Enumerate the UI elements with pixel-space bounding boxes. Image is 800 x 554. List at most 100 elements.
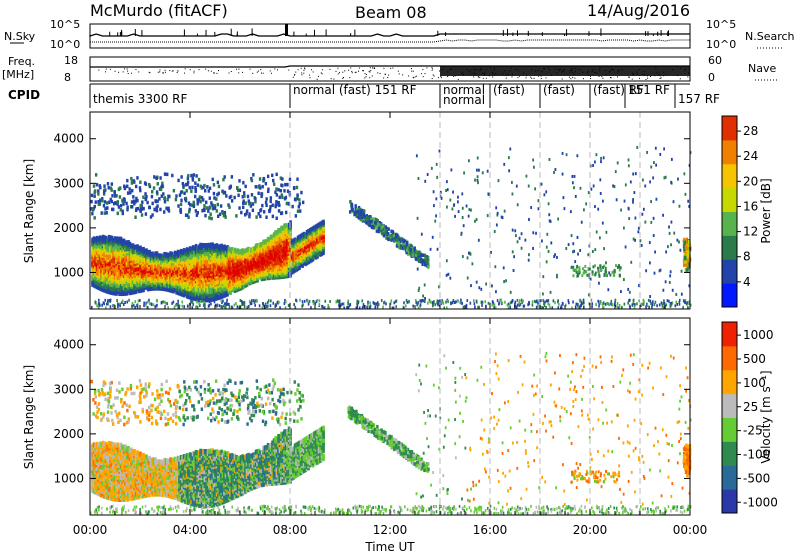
echo-cell	[372, 217, 376, 221]
echo-cell	[573, 174, 576, 178]
echo-cell	[223, 264, 226, 270]
echo-cell	[405, 248, 409, 253]
echo-cell	[199, 278, 202, 285]
nave-dot	[659, 77, 661, 79]
nsearch-bottom-tick: 10^0	[706, 38, 736, 51]
echo-cell	[182, 254, 186, 260]
echo-cell	[271, 173, 274, 178]
echo-cell	[667, 245, 669, 249]
nave-dot	[530, 76, 532, 78]
echo-cell	[278, 274, 282, 280]
echo-cell	[162, 192, 165, 196]
echo-cell	[116, 282, 120, 288]
echo-cell	[118, 250, 121, 256]
echo-cell	[384, 232, 387, 236]
nave-dot	[213, 72, 215, 74]
echo-cell	[663, 147, 666, 151]
nave-dot	[337, 73, 339, 75]
echo-cell	[446, 205, 448, 209]
echo-cell	[103, 255, 106, 261]
echo-cell	[264, 302, 267, 306]
echo-cell	[384, 227, 388, 231]
echo-cell	[633, 191, 636, 195]
echo-cell	[109, 245, 112, 251]
echo-cell	[119, 282, 123, 289]
nave-dot	[149, 72, 151, 74]
echo-cell	[256, 261, 259, 267]
echo-cell	[169, 251, 172, 257]
echo-cell	[98, 277, 102, 283]
echo-cell	[187, 304, 189, 308]
echo-cell	[246, 194, 250, 199]
nsky-line	[89, 33, 690, 37]
echo-cell	[494, 265, 497, 269]
nave-dot	[679, 78, 681, 80]
echo-cell	[545, 190, 548, 194]
echo-cell	[229, 184, 233, 189]
nave-dot	[373, 67, 375, 69]
echo-cell	[94, 261, 97, 267]
echo-cell	[115, 236, 118, 242]
echo-cell	[511, 300, 513, 304]
echo-cell	[191, 176, 194, 181]
nave-dot	[256, 71, 258, 73]
echo-cell	[212, 292, 216, 298]
echo-cell	[585, 270, 588, 274]
echo-cell	[465, 306, 468, 310]
echo-cell	[119, 270, 123, 276]
echo-cell	[595, 230, 598, 234]
echo-cell	[128, 241, 132, 248]
echo-cell	[298, 202, 301, 206]
echo-cell	[236, 258, 240, 264]
echo-cell	[233, 247, 237, 253]
freq-unit-label: [MHz]	[2, 68, 34, 81]
echo-cell	[445, 300, 447, 304]
echo-cell	[134, 284, 138, 290]
echo-cell	[511, 180, 513, 184]
echo-cell	[281, 225, 285, 231]
echo-cell	[471, 262, 474, 266]
echo-cell	[296, 193, 299, 197]
echo-cell	[137, 245, 141, 252]
echo-cell	[465, 204, 468, 208]
nave-dot	[236, 68, 238, 70]
nave-dot	[228, 72, 230, 74]
echo-cell	[299, 298, 301, 302]
echo-cell	[187, 281, 190, 288]
echo-cell	[236, 248, 240, 254]
nave-dot	[457, 78, 459, 80]
echo-cell	[119, 236, 123, 242]
echo-cell	[152, 253, 156, 259]
echo-cell	[265, 197, 268, 201]
echo-cell	[545, 245, 548, 249]
echo-cell	[95, 182, 99, 187]
echo-cell	[478, 168, 480, 172]
echo-cell	[112, 256, 115, 262]
echo-cell	[275, 187, 278, 191]
nave-dot	[398, 73, 400, 75]
echo-cell	[570, 265, 573, 269]
echo-cell	[172, 188, 176, 193]
echo-cell	[438, 149, 441, 153]
echo-cell	[611, 270, 614, 274]
nave-dot	[309, 77, 311, 79]
echo-cell	[376, 301, 379, 305]
nave-dot	[432, 74, 434, 76]
echo-cell	[316, 229, 319, 235]
echo-cell	[601, 199, 604, 203]
echo-cell	[179, 210, 183, 214]
freq-label: Freq.	[8, 55, 35, 68]
echo-cell	[286, 226, 289, 233]
echo-cell	[414, 299, 417, 303]
echo-cell	[130, 287, 133, 293]
echo-cell	[365, 221, 368, 225]
echo-cell	[554, 253, 556, 257]
echo-cell	[542, 292, 544, 296]
echo-cell	[599, 264, 602, 268]
nave-dot	[135, 68, 137, 70]
echo-cell	[404, 245, 407, 249]
echo-cell	[143, 181, 147, 185]
echo-cell	[154, 199, 157, 203]
nave-dot	[294, 73, 296, 75]
echo-cell	[678, 204, 681, 208]
